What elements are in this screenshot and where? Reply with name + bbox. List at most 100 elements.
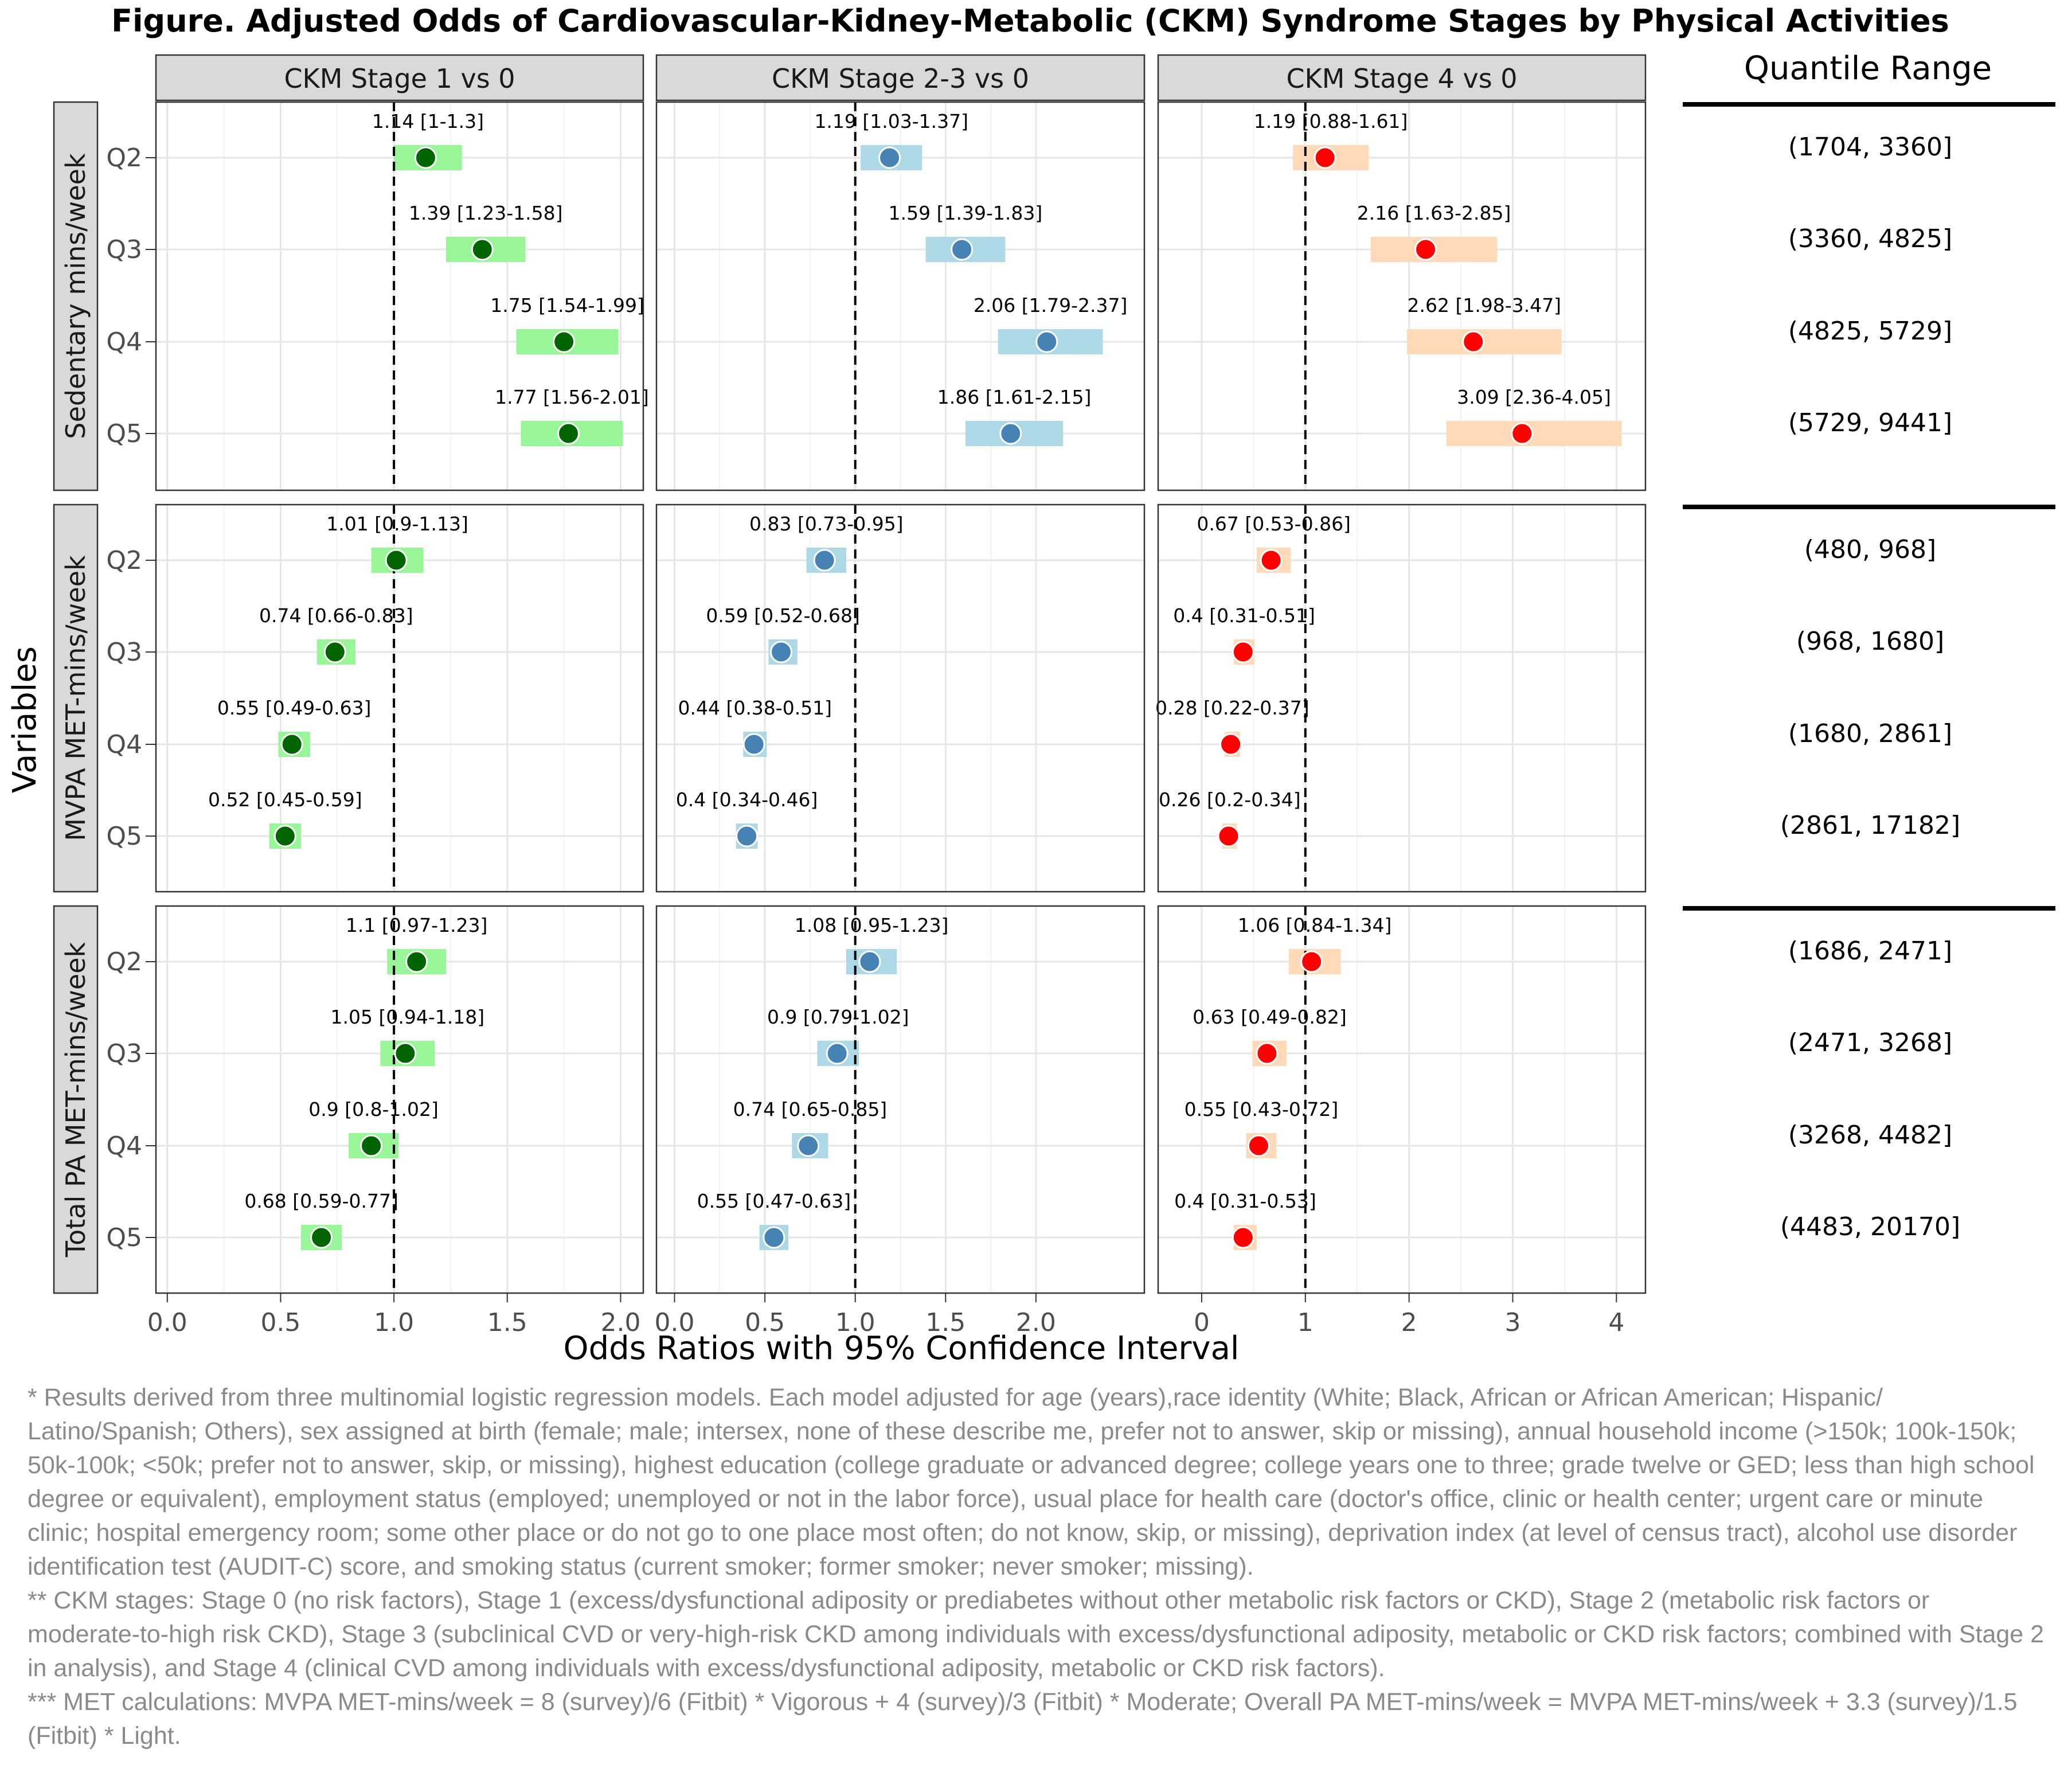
x-tick-label: 3	[1505, 1308, 1521, 1337]
ci-label-q2: 1.14 [1-1.3]	[372, 110, 484, 132]
point-estimate-q4	[360, 1134, 383, 1157]
y-tick-label-q3: Q3	[106, 1039, 142, 1068]
ci-label-q5: 0.4 [0.31-0.53]	[1174, 1190, 1316, 1212]
ci-label-q3: 0.74 [0.66-0.83]	[259, 604, 413, 627]
y-tick-label-q3: Q3	[106, 235, 142, 264]
point-estimate-q2	[414, 146, 437, 169]
ci-label-q3: 1.39 [1.23-1.58]	[409, 202, 563, 224]
ci-label-q3: 0.9 [0.79-1.02]	[767, 1006, 909, 1028]
facet-strip-s4	[1157, 54, 1647, 101]
quantile-range-q3: (3360, 4825]	[1788, 224, 1952, 253]
point-estimate-q3	[471, 238, 494, 261]
quantile-range-q3: (2471, 3268]	[1788, 1028, 1952, 1057]
point-estimate-q2	[878, 146, 901, 169]
row-strip-1	[53, 503, 99, 893]
quantile-range-q5: (5729, 9441]	[1788, 408, 1952, 438]
point-estimate-q2	[385, 549, 408, 572]
ci-label-q2: 1.1 [0.97-1.23]	[346, 914, 488, 936]
facet-strip-label-s4: CKM Stage 4 vs 0	[1286, 63, 1517, 94]
ci-label-q2: 1.01 [0.9-1.13]	[326, 513, 468, 535]
point-estimate-q4	[797, 1134, 820, 1157]
x-tick-label: 0.5	[745, 1308, 785, 1337]
x-axis-label: Odds Ratios with 95% Confidence Interval	[564, 1330, 1240, 1367]
point-estimate-q2	[1260, 549, 1283, 572]
ci-label-q2: 1.19 [0.88-1.61]	[1254, 110, 1408, 132]
row-strip-2	[53, 905, 99, 1294]
ci-label-q2: 1.06 [0.84-1.34]	[1238, 914, 1392, 936]
panel-s1-row-2: 1.1 [0.97-1.23] 1.05 [0.94-1.18] 0.9 [0.8-…	[155, 905, 644, 1294]
footnote-ckm-stages: ** CKM stages: Stage 0 (no risk factors)…	[28, 1587, 2045, 1682]
panel-s23-row-2: 1.08 [0.95-1.23] 0.9 [0.79-1.02] 0.74 [0.6…	[655, 905, 1146, 1294]
point-estimate-q5	[763, 1226, 785, 1249]
ci-label-q3: 2.16 [1.63-2.85]	[1357, 202, 1511, 224]
y-tick-label-q5: Q5	[106, 822, 142, 851]
quantile-range-q2: (1704, 3360]	[1788, 132, 1952, 162]
point-estimate-q4	[1462, 330, 1485, 353]
y-tick-label-q2: Q2	[106, 546, 142, 575]
y-tick-label-q2: Q2	[106, 947, 142, 977]
x-tick-label: 4	[1608, 1308, 1624, 1337]
ci-label-q5: 0.68 [0.59-0.77]	[244, 1190, 398, 1212]
panel-s4-row-0: 1.19 [0.88-1.61] 2.16 [1.63-2.85] 2.62 [1.…	[1157, 101, 1647, 491]
ci-label-q5: 0.55 [0.47-0.63]	[697, 1190, 851, 1212]
y-axis-label: Variables	[6, 646, 44, 793]
ci-label-q4: 2.06 [1.79-2.37]	[974, 294, 1128, 317]
y-tick-label-q5: Q5	[106, 1223, 142, 1252]
y-tick-label-q3: Q3	[106, 638, 142, 667]
panel-border	[155, 503, 644, 893]
quantile-range-q2: (480, 968]	[1804, 535, 1936, 564]
point-estimate-q3	[769, 641, 792, 663]
point-estimate-q4	[280, 733, 303, 756]
facet-strip-s23	[655, 54, 1146, 101]
facet-strip-label-s23: CKM Stage 2-3 vs 0	[772, 63, 1029, 94]
point-estimate-q4	[1247, 1134, 1270, 1157]
point-estimate-q4	[742, 733, 765, 756]
point-estimate-q3	[1256, 1042, 1279, 1065]
point-estimate-q5	[999, 422, 1022, 445]
footnote-met-calculations: *** MET calculations: MVPA MET-mins/week…	[28, 1688, 2018, 1750]
point-estimate-q5	[1511, 422, 1534, 445]
panel-s23-row-1: 0.83 [0.73-0.95] 0.59 [0.52-0.68] 0.44 [0.…	[655, 503, 1146, 893]
ci-label-q3: 0.4 [0.31-0.51]	[1173, 604, 1315, 627]
ci-label-q2: 0.67 [0.53-0.86]	[1197, 513, 1351, 535]
ci-label-q4: 2.62 [1.98-3.47]	[1407, 294, 1561, 317]
y-tick-label-q4: Q4	[106, 1131, 142, 1161]
point-estimate-q5	[557, 422, 580, 445]
point-estimate-q3	[1232, 641, 1254, 663]
point-estimate-q2	[1314, 146, 1336, 169]
quantile-range-q5: (4483, 20170]	[1780, 1212, 1960, 1241]
facet-strip-label-s1: CKM Stage 1 vs 0	[284, 63, 515, 94]
x-tick-label: 0	[1194, 1308, 1210, 1337]
x-tick-label: 1	[1297, 1308, 1314, 1337]
point-estimate-q4	[1219, 733, 1242, 756]
point-estimate-q2	[858, 950, 881, 973]
y-tick-label-q5: Q5	[106, 419, 142, 448]
panel-s1-row-0: 1.14 [1-1.3] 1.39 [1.23-1.58] 1.75 [1.54-1…	[155, 101, 649, 491]
ci-label-q5: 1.86 [1.61-2.15]	[937, 386, 1092, 408]
ci-label-q5: 1.77 [1.56-2.01]	[495, 386, 649, 408]
x-tick-label: 1.0	[374, 1308, 414, 1337]
panel-border	[655, 101, 1146, 491]
row-strip-label-1: MVPA MET-mins/week	[60, 555, 91, 841]
ci-label-q4: 0.28 [0.22-0.37]	[1155, 697, 1309, 719]
point-estimate-q2	[405, 950, 428, 973]
panel-border	[655, 905, 1146, 1294]
row-strip-label-2: Total PA MET-mins/week	[60, 942, 91, 1258]
row-strip-label-0: Sedentary mins/week	[60, 153, 91, 439]
panel-s4-row-1: 0.67 [0.53-0.86] 0.4 [0.31-0.51] 0.28 [0.2…	[1155, 503, 1647, 893]
quantile-range-q5: (2861, 17182]	[1780, 811, 1960, 840]
ci-label-q3: 1.59 [1.39-1.83]	[889, 202, 1043, 224]
x-tick-label: 1.0	[835, 1308, 875, 1337]
x-tick-label: 1.5	[487, 1308, 527, 1337]
ci-label-q4: 0.44 [0.38-0.51]	[678, 697, 832, 719]
ci-label-q4: 0.55 [0.43-0.72]	[1185, 1098, 1339, 1121]
ci-label-q4: 1.75 [1.54-1.99]	[490, 294, 644, 317]
x-tick-label: 0.0	[655, 1308, 695, 1337]
point-estimate-q4	[553, 330, 576, 353]
ci-label-q5: 0.4 [0.34-0.46]	[676, 788, 818, 811]
point-estimate-q3	[1414, 238, 1437, 261]
point-estimate-q2	[813, 549, 836, 572]
ci-label-q5: 0.52 [0.45-0.59]	[208, 788, 362, 811]
ci-label-q3: 1.05 [0.94-1.18]	[331, 1006, 485, 1028]
